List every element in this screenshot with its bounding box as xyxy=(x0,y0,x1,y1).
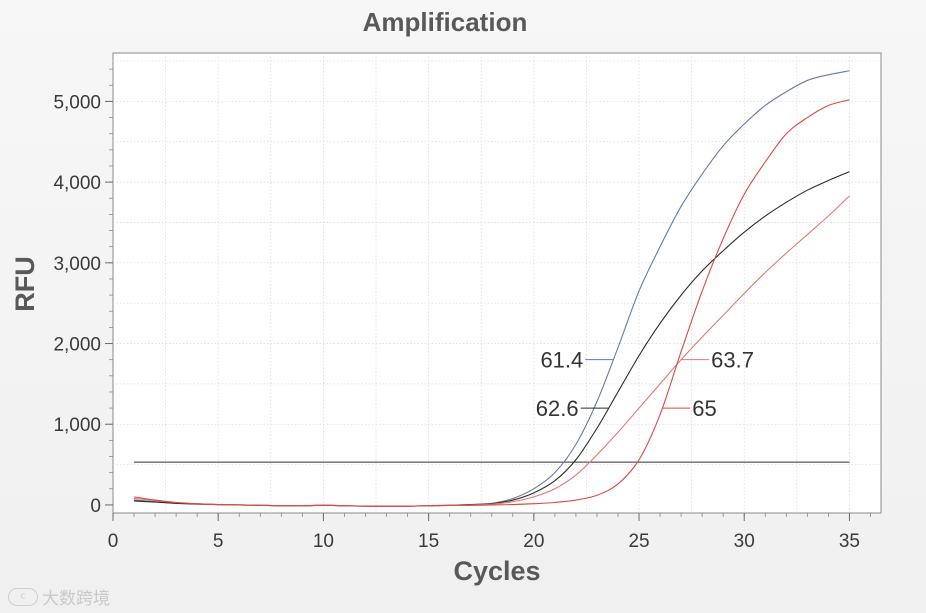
x-tick-label: 20 xyxy=(523,531,544,552)
x-tick-label: 15 xyxy=(418,531,439,552)
annotation-label: 65 xyxy=(692,396,716,421)
x-axis-label: Cycles xyxy=(453,556,540,586)
chart-title: Amplification xyxy=(363,7,528,37)
x-tick-label: 25 xyxy=(628,531,649,552)
series-line-65 xyxy=(133,99,850,507)
x-tick-label: 35 xyxy=(839,531,860,552)
plot-area xyxy=(112,52,882,514)
y-tick-label: 3,000 xyxy=(53,254,101,275)
y-axis-label: RFU xyxy=(10,256,40,312)
x-tick-label: 30 xyxy=(734,531,755,552)
annotation-label: 63.7 xyxy=(711,348,754,373)
annotation-label: 61.4 xyxy=(540,348,583,373)
x-tick-label: 0 xyxy=(108,531,119,552)
y-tick-label: 0 xyxy=(90,496,101,517)
y-tick-label: 4,000 xyxy=(53,173,101,194)
series-layer xyxy=(133,70,850,507)
annotation-label: 62.6 xyxy=(536,396,579,421)
annotation-layer: 61.4 62.6 63.7 65 xyxy=(536,348,754,421)
watermark-logo-icon: c xyxy=(8,587,38,606)
y-tick-label: 1,000 xyxy=(53,415,101,436)
y-tick-label: 5,000 xyxy=(53,92,101,113)
y-tick-label: 2,000 xyxy=(53,335,101,356)
watermark-text: 大数跨境 xyxy=(42,589,110,609)
x-tick-label: 10 xyxy=(313,531,334,552)
watermark: c 大数跨境 xyxy=(8,584,110,609)
tick-layer: 0 5 10 15 20 25 30 35 0 1,000 2,000 3,000 4,000 5,000 xyxy=(53,68,871,552)
x-tick-label: 5 xyxy=(213,531,224,552)
